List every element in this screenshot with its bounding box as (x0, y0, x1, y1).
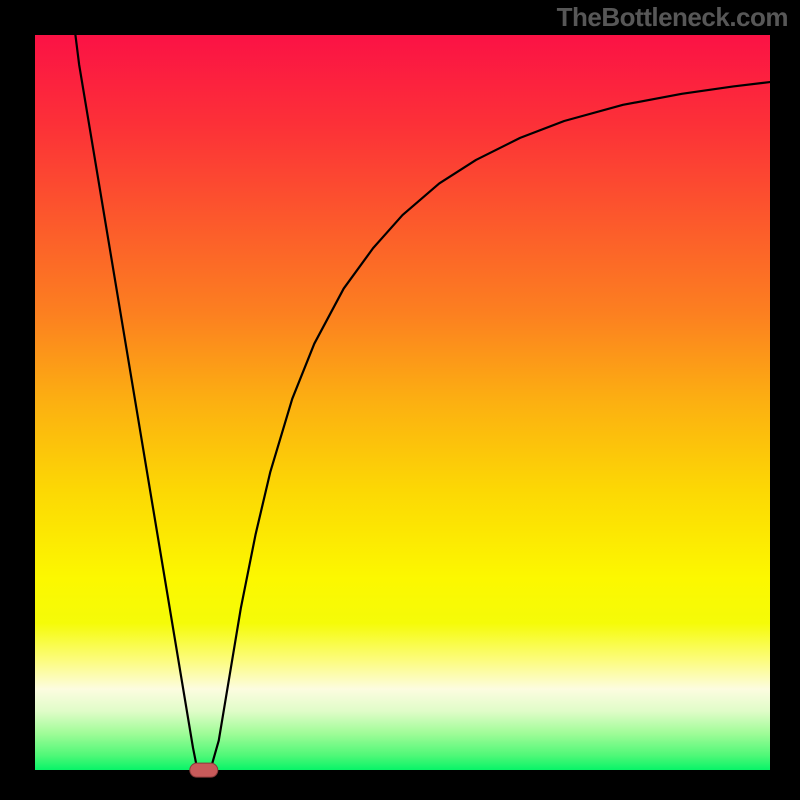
bottleneck-curve (35, 35, 770, 770)
watermark-text: TheBottleneck.com (557, 2, 788, 33)
chart-frame: TheBottleneck.com (0, 0, 800, 800)
curve-minimum-marker (189, 763, 218, 778)
plot-area (35, 35, 770, 770)
